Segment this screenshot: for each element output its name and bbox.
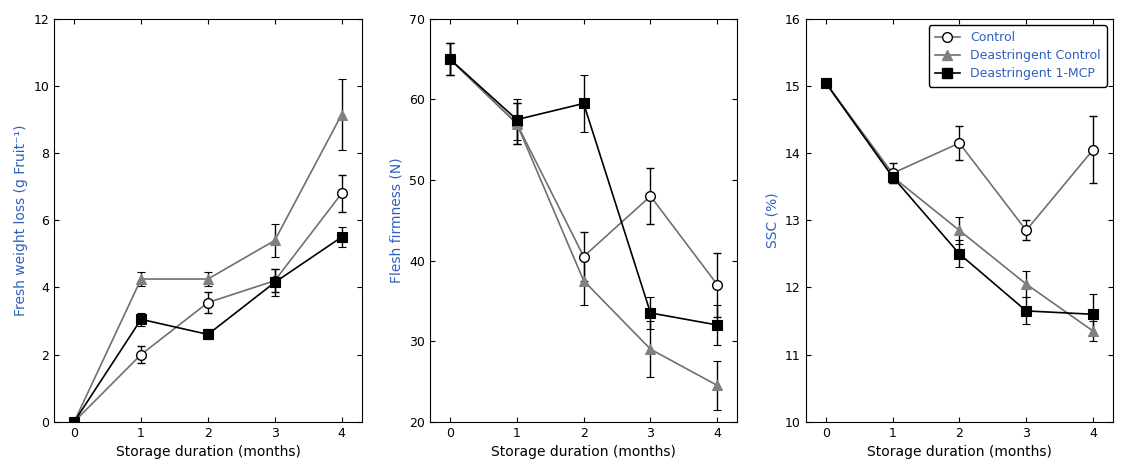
Legend: Control, Deastringent Control, Deastringent 1-MCP: Control, Deastringent Control, Deastring… [929, 25, 1107, 87]
Y-axis label: Flesh firmness (N): Flesh firmness (N) [390, 158, 403, 283]
X-axis label: Storage duration (months): Storage duration (months) [115, 445, 301, 459]
Y-axis label: SSC (%): SSC (%) [765, 193, 779, 248]
X-axis label: Storage duration (months): Storage duration (months) [491, 445, 676, 459]
X-axis label: Storage duration (months): Storage duration (months) [867, 445, 1051, 459]
Y-axis label: Fresh weight loss (g Fruit⁻¹): Fresh weight loss (g Fruit⁻¹) [14, 124, 28, 316]
